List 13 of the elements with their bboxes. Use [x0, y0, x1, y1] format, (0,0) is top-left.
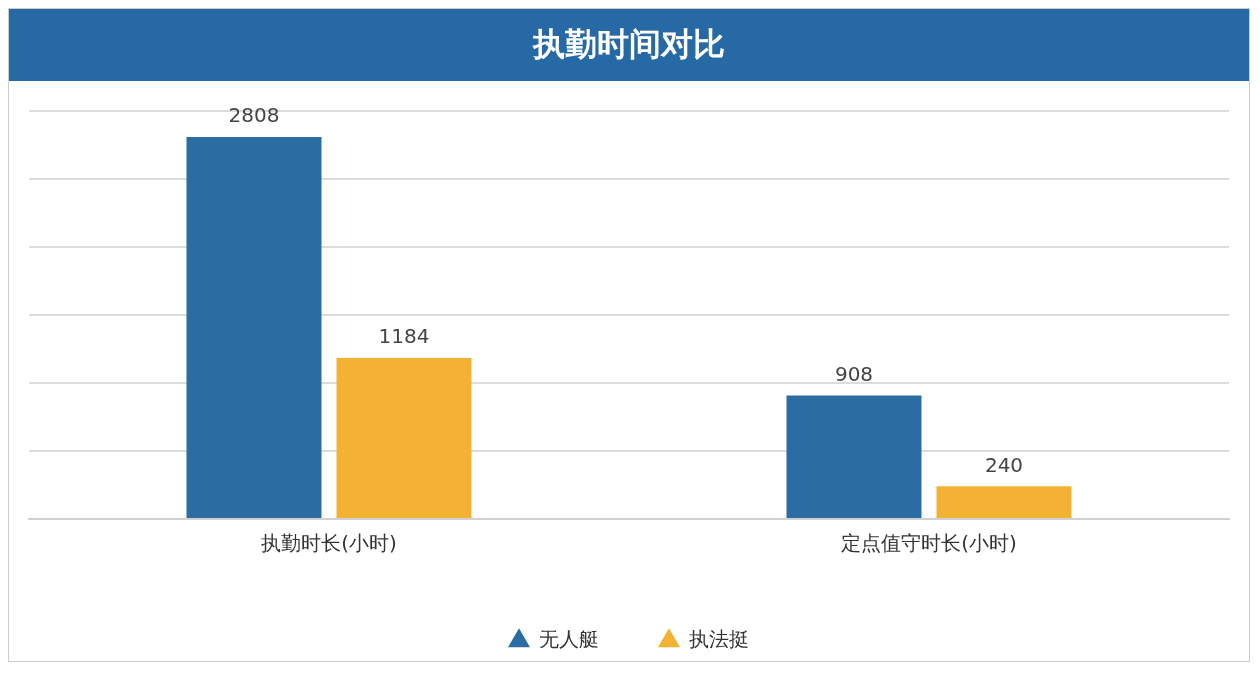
data-label: 1184 [378, 324, 430, 349]
data-label: 240 [984, 452, 1024, 477]
data-label: 2808 [228, 103, 280, 128]
chart-title: 执勤时间对比 [9, 9, 1249, 81]
bar [786, 395, 922, 518]
legend-label: 执法挺 [689, 627, 749, 652]
x-tick-label: 定点值守时长(小时) [841, 531, 1017, 556]
data-label: 908 [834, 361, 874, 386]
legend-label: 无人艇 [539, 627, 599, 652]
x-tick-label: 执勤时长(小时) [261, 531, 397, 556]
bar [336, 357, 472, 518]
bar [936, 486, 1072, 518]
bar [186, 137, 322, 518]
